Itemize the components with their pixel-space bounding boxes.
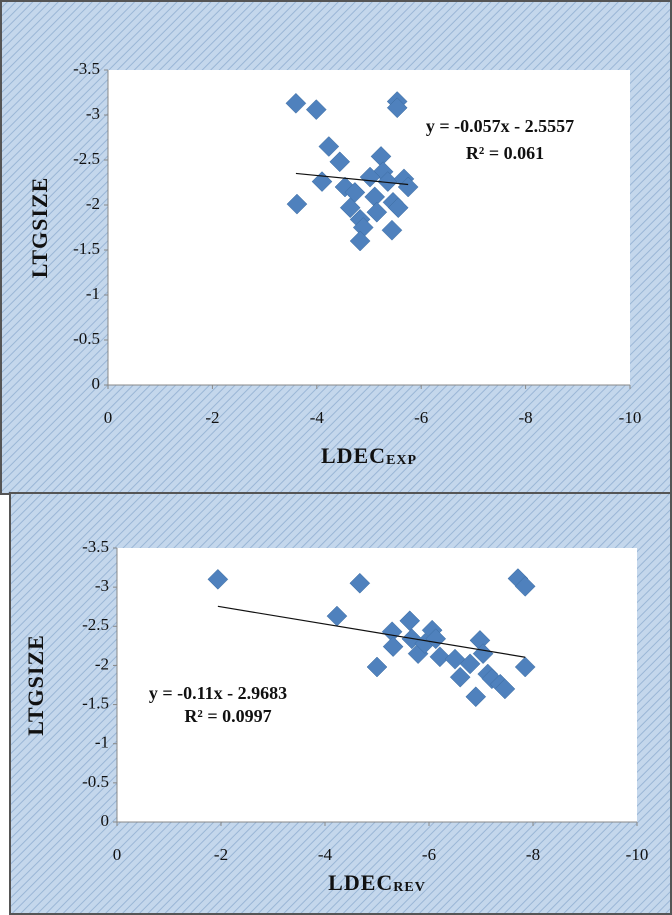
point: [459, 653, 481, 675]
y-tick-label: -2: [95, 654, 109, 673]
x-axis-label-subscript: EXP: [386, 453, 417, 468]
x-tick-label: -6: [422, 845, 436, 864]
y-tick-label: -0.5: [73, 329, 100, 348]
y-tick-label: -3: [95, 576, 109, 595]
trendline-equation: y = -0.11x - 2.9683: [149, 683, 287, 703]
y-tick-label: -2.5: [73, 149, 100, 168]
point: [318, 136, 340, 157]
point: [286, 193, 308, 215]
trendline-equation: y = -0.057x - 2.5557: [426, 116, 574, 136]
point: [349, 230, 371, 252]
x-tick-label: -2: [214, 845, 228, 864]
x-tick-label: -10: [619, 408, 642, 427]
point: [444, 648, 466, 670]
x-tick-label: -6: [414, 408, 428, 427]
point: [514, 656, 536, 678]
point: [472, 643, 494, 665]
x-tick-label: -2: [205, 408, 219, 427]
x-axis-label-main: LDEC: [321, 443, 386, 468]
point: [207, 568, 229, 590]
y-tick-label: -3.5: [82, 537, 109, 556]
y-tick-label: 0: [101, 811, 110, 830]
point: [359, 166, 381, 188]
x-tick-label: -4: [310, 408, 325, 427]
x-tick-label: -8: [526, 845, 540, 864]
x-axis-label-main: LDEC: [328, 870, 393, 895]
point: [494, 678, 516, 700]
y-axis-label: LTGSIZE: [23, 634, 48, 736]
point: [514, 576, 536, 597]
point: [387, 197, 409, 219]
x-axis-label-subscript: REV: [393, 880, 426, 895]
point: [465, 686, 487, 708]
point: [329, 151, 351, 173]
point: [349, 572, 371, 594]
point: [449, 666, 471, 688]
trendline: [295, 172, 409, 186]
y-axis-label: LTGSIZE: [27, 177, 52, 279]
y-tick-label: -2.5: [82, 615, 109, 634]
x-axis-label: LDECREV: [328, 870, 426, 895]
point: [381, 219, 403, 241]
y-tick-label: -0.5: [82, 772, 109, 791]
point: [366, 656, 388, 678]
point: [382, 636, 404, 657]
x-tick-label: -4: [318, 845, 333, 864]
y-tick-label: -1: [86, 284, 100, 303]
point: [429, 646, 451, 668]
point: [339, 197, 361, 219]
point: [366, 201, 388, 223]
x-axis-label: LDECEXP: [321, 443, 417, 468]
r-squared: R² = 0.0997: [184, 706, 271, 726]
point: [386, 97, 408, 119]
y-tick-label: -1: [95, 733, 109, 752]
plot-area: [117, 548, 637, 822]
x-tick-label: -8: [519, 408, 533, 427]
r-squared: R² = 0.061: [466, 143, 544, 163]
y-tick-label: -1.5: [73, 239, 100, 258]
point: [285, 92, 307, 114]
x-tick-label: -10: [626, 845, 649, 864]
x-tick-label: 0: [113, 845, 122, 864]
point: [305, 99, 327, 120]
x-tick-label: 0: [104, 408, 113, 427]
y-tick-label: -3.5: [73, 59, 100, 78]
y-tick-label: -2: [86, 194, 100, 213]
trendline: [217, 605, 526, 658]
y-tick-label: -3: [86, 104, 100, 123]
y-tick-label: 0: [92, 374, 101, 393]
y-tick-label: -1.5: [82, 693, 109, 712]
